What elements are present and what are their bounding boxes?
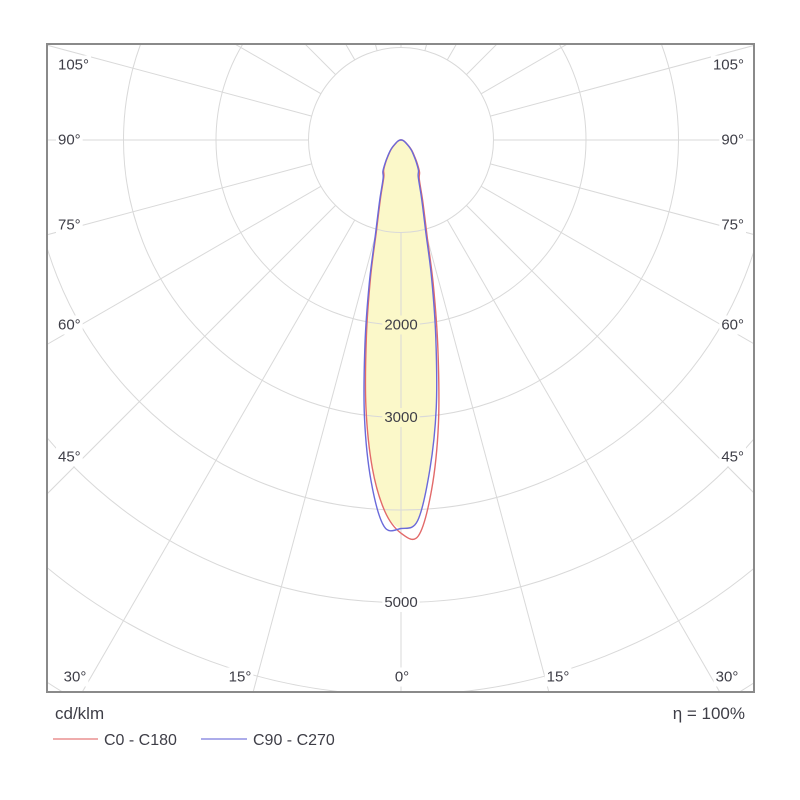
axis-label-mask [226,667,254,687]
axis-label: 60° [721,317,744,334]
plot-border [46,43,755,693]
axis-label-mask [719,315,746,335]
axis-label: 105° [713,57,744,74]
axis-label: 0° [395,669,409,686]
axis-label: 15° [547,669,570,686]
axis-label-mask [392,667,412,687]
axis-label-mask [382,593,420,612]
axis-label-mask [710,55,746,75]
axis-label-mask [382,315,420,335]
grid-ray [47,163,312,236]
axis-label: 75° [721,217,744,234]
efficiency-label: η = 100% [673,704,745,723]
intensity-curves [363,139,440,541]
grid-ray [252,229,378,692]
axis-label-mask [56,130,83,150]
axis-label-mask [544,667,572,687]
unit-label: cd/klm [55,704,104,723]
axis-label-mask [56,55,92,75]
grid-ray [47,44,312,117]
axis-label: 60° [58,317,81,334]
axis-label: 15° [229,669,252,686]
axis-labels: 105° 105° 90° 90° 75° 75° 60° 60° 45° 45° 30° 15° 0°… [56,55,746,687]
axis-label: 30° [716,669,739,686]
axis-label: 45° [721,449,744,466]
axis-label-mask [719,447,746,467]
axis-label: 90° [58,132,81,149]
grid-ray [446,219,721,692]
axis-label: 45° [58,449,81,466]
axis-label: 75° [58,217,81,234]
axis-label-mask [56,447,83,467]
grid-ray [81,219,356,692]
axis-label: 3000 [384,409,417,426]
grid-ray [480,185,754,345]
grid-ray [490,44,754,117]
axis-label-mask [719,130,746,150]
grid-ray [424,229,550,692]
axis-label-mask [719,215,746,235]
grid-ray [466,205,754,494]
grid-ray [47,205,336,495]
axis-label-mask [713,667,741,687]
grid-ray [47,185,322,345]
legend-label-c0: C0 - C180 [104,732,177,749]
axis-label: 90° [721,132,744,149]
axis-label-mask [56,315,83,335]
axis-label: 5000 [384,594,417,611]
axis-label-mask [56,215,83,235]
c90-c270-curve [363,139,438,532]
axis-label: 2000 [384,317,417,334]
axis-label: 105° [58,57,89,74]
axis-label: 30° [64,669,87,686]
axis-label-mask [61,667,89,687]
grid-ray [490,163,754,236]
legend-label-c90: C90 - C270 [253,732,335,749]
axis-label-mask [382,408,420,427]
